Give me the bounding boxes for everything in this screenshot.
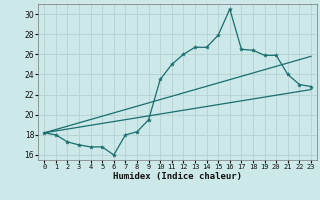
X-axis label: Humidex (Indice chaleur): Humidex (Indice chaleur) [113,172,242,181]
